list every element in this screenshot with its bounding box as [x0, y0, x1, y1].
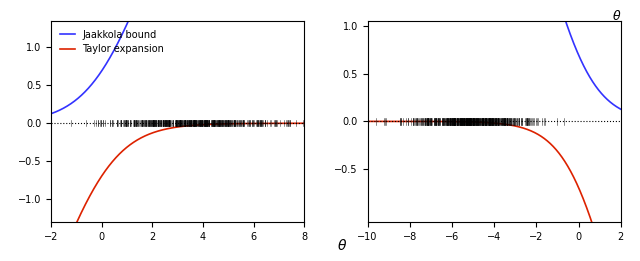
Text: θ: θ: [338, 239, 347, 253]
Text: θ: θ: [613, 10, 621, 23]
Legend: Jaakkola bound, Taylor expansion: Jaakkola bound, Taylor expansion: [56, 26, 168, 58]
